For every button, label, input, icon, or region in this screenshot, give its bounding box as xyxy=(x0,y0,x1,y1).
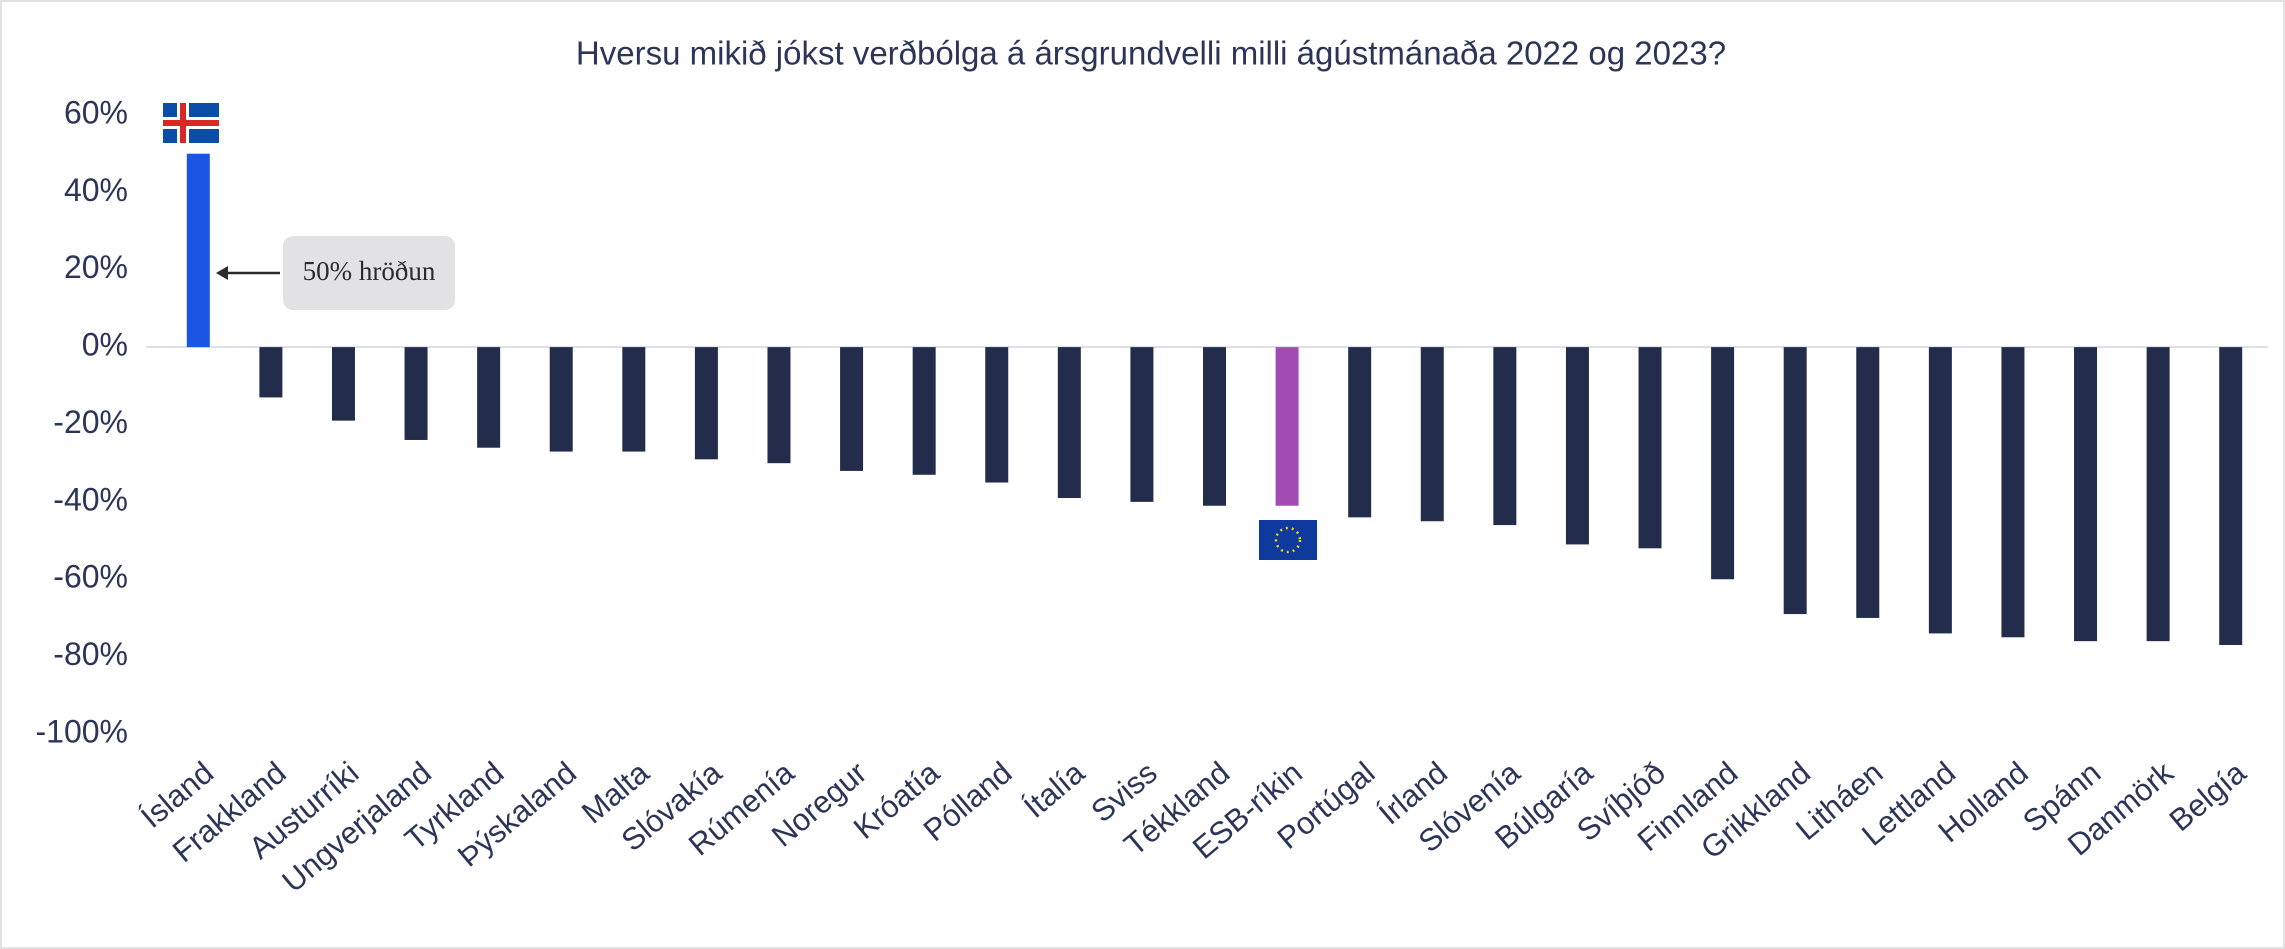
bar xyxy=(1275,347,1299,506)
y-tick-label: 60% xyxy=(64,94,128,130)
bar xyxy=(2146,347,2170,642)
bar xyxy=(912,347,936,475)
y-tick-label: -60% xyxy=(53,559,128,595)
bar xyxy=(477,347,501,448)
y-tick-label: -80% xyxy=(53,636,128,672)
bar xyxy=(1638,347,1662,549)
eu-flag xyxy=(1259,520,1317,560)
y-tick-label: 20% xyxy=(64,249,128,285)
bar xyxy=(2001,347,2025,638)
bar xyxy=(840,347,864,471)
bar xyxy=(1057,347,1081,499)
bar xyxy=(2219,347,2243,646)
y-tick-label: 40% xyxy=(64,172,128,208)
bar xyxy=(186,153,210,348)
bar xyxy=(767,347,791,464)
bar xyxy=(622,347,646,452)
bar xyxy=(1493,347,1517,526)
bar xyxy=(2074,347,2098,642)
chart-title: Hversu mikið jókst verðbólga á ársgrundv… xyxy=(576,35,1726,72)
bar xyxy=(259,347,283,398)
annotation: 50% hröðun xyxy=(303,256,436,286)
bar xyxy=(1856,347,1880,618)
arrow-head xyxy=(216,266,228,280)
y-tick-label: -40% xyxy=(53,481,128,517)
bar xyxy=(1783,347,1807,615)
bar xyxy=(1130,347,1154,502)
y-tick-label: 0% xyxy=(82,327,128,363)
y-tick-label: -100% xyxy=(36,713,129,749)
bar xyxy=(1711,347,1735,580)
annotation-box xyxy=(283,236,455,310)
bar xyxy=(549,347,573,452)
bar xyxy=(694,347,718,460)
iceland-flag xyxy=(163,103,219,143)
bar xyxy=(1348,347,1372,518)
bar xyxy=(1203,347,1226,506)
bar xyxy=(1420,347,1444,522)
bar xyxy=(1565,347,1589,545)
bar xyxy=(331,347,355,421)
bar xyxy=(404,347,428,440)
bar xyxy=(985,347,1009,483)
y-tick-label: -20% xyxy=(53,404,128,440)
bar xyxy=(1928,347,1952,634)
